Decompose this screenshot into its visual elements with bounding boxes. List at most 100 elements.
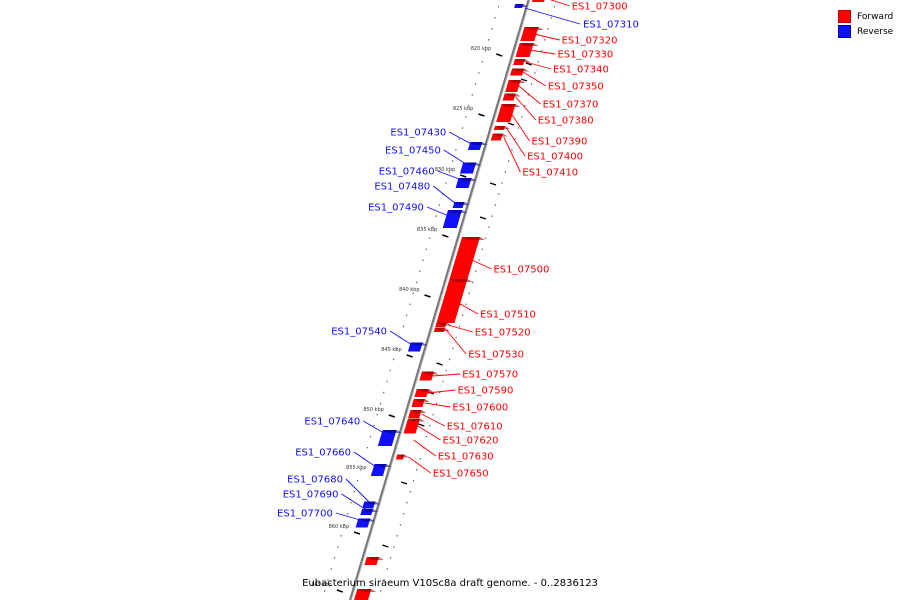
reverse-gene-label[interactable]: ES1_07690 bbox=[283, 490, 339, 501]
reverse-gene[interactable] bbox=[370, 464, 392, 476]
forward-gene[interactable] bbox=[502, 93, 521, 101]
reverse-gene-label[interactable]: ES1_07540 bbox=[331, 327, 387, 338]
forward-gene[interactable] bbox=[513, 59, 530, 65]
forward-leader bbox=[525, 61, 552, 70]
forward-gene-label[interactable]: ES1_07620 bbox=[443, 436, 499, 447]
forward-gene-label[interactable]: ES1_07570 bbox=[462, 370, 518, 381]
forward-gene[interactable] bbox=[395, 454, 410, 460]
forward-gene[interactable] bbox=[435, 322, 452, 328]
forward-leader bbox=[454, 300, 479, 315]
forward-leader bbox=[506, 127, 526, 157]
tick-label: 840 kbp bbox=[399, 287, 419, 293]
forward-gene[interactable] bbox=[414, 389, 434, 397]
forward-gene[interactable] bbox=[505, 80, 526, 92]
reverse-gene[interactable] bbox=[355, 518, 376, 528]
forward-gene-label[interactable]: ES1_07340 bbox=[553, 65, 609, 76]
forward-gene-label[interactable]: ES1_07300 bbox=[572, 2, 628, 13]
tick-label: 825 kbp bbox=[453, 106, 473, 112]
reverse-leader bbox=[437, 170, 465, 182]
minor-tick bbox=[479, 216, 487, 220]
forward-gene-label[interactable]: ES1_07590 bbox=[457, 386, 513, 397]
minor-tick bbox=[382, 544, 389, 548]
forward-gene-label[interactable]: ES1_07610 bbox=[447, 422, 503, 433]
reverse-gene[interactable] bbox=[514, 4, 529, 8]
tick-mark bbox=[388, 414, 396, 418]
reverse-gene[interactable] bbox=[360, 509, 379, 515]
minor-tick bbox=[418, 423, 425, 427]
forward-leader bbox=[447, 324, 473, 333]
forward-gene-label[interactable]: ES1_07520 bbox=[475, 328, 531, 339]
tick-label: 845 kbp bbox=[381, 347, 401, 353]
forward-gene-label[interactable]: ES1_07650 bbox=[433, 469, 489, 480]
tick-label: 830 kbp bbox=[435, 167, 455, 173]
reverse-gene-label[interactable]: ES1_07660 bbox=[295, 448, 351, 459]
forward-gene[interactable] bbox=[531, 0, 551, 2]
tick-mark bbox=[442, 234, 449, 238]
reverse-gene[interactable] bbox=[442, 210, 468, 228]
forward-gene[interactable] bbox=[419, 371, 439, 381]
forward-swatch bbox=[838, 10, 851, 23]
reverse-gene-label[interactable]: ES1_07640 bbox=[304, 417, 360, 428]
forward-gene-label[interactable]: ES1_07510 bbox=[480, 310, 536, 321]
forward-gene[interactable] bbox=[408, 410, 427, 418]
gene-labels: ES1_07300 ES1_07320 ES1_07330 ES1_07340 ES1_… bbox=[277, 2, 639, 520]
forward-gene-label[interactable]: ES1_07600 bbox=[452, 403, 508, 414]
forward-gene[interactable] bbox=[364, 557, 384, 565]
reverse-gene[interactable] bbox=[377, 430, 402, 446]
tick-label: 835 kbp bbox=[417, 227, 437, 233]
forward-gene[interactable] bbox=[515, 43, 539, 57]
forward-leader bbox=[529, 49, 556, 55]
reverse-gene[interactable] bbox=[362, 501, 381, 509]
forward-leader bbox=[534, 33, 560, 41]
forward-gene-label[interactable]: ES1_07330 bbox=[557, 50, 613, 61]
reverse-gene-label[interactable]: ES1_07450 bbox=[385, 146, 441, 157]
reverse-gene-label[interactable]: ES1_07310 bbox=[583, 20, 639, 31]
forward-gene[interactable] bbox=[403, 418, 425, 434]
forward-gene[interactable] bbox=[411, 399, 430, 407]
forward-gene-label[interactable]: ES1_07350 bbox=[548, 82, 604, 93]
genome-caption: Eubacterium siraeum V10Sc8a draft genome… bbox=[302, 578, 598, 589]
forward-leader bbox=[510, 112, 530, 142]
forward-gene-label[interactable]: ES1_07390 bbox=[532, 137, 588, 148]
reverse-leader bbox=[345, 478, 370, 503]
forward-gene-label[interactable]: ES1_07380 bbox=[538, 116, 594, 127]
tick-mark bbox=[353, 531, 361, 535]
reverse-swatch bbox=[838, 25, 851, 38]
forward-leader bbox=[427, 389, 456, 394]
forward-leader bbox=[549, 0, 570, 7]
reverse-gene-label[interactable]: ES1_07430 bbox=[390, 128, 446, 139]
forward-gene[interactable] bbox=[354, 589, 377, 600]
forward-gene[interactable] bbox=[449, 237, 485, 279]
gene-features bbox=[354, 0, 551, 600]
forward-leader bbox=[408, 456, 432, 474]
forward-gene-label[interactable]: ES1_07400 bbox=[527, 152, 583, 163]
reverse-gene-label[interactable]: ES1_07680 bbox=[287, 475, 343, 486]
forward-gene[interactable] bbox=[436, 279, 473, 323]
reverse-gene-label[interactable]: ES1_07700 bbox=[277, 509, 333, 520]
forward-leader bbox=[522, 71, 547, 87]
forward-gene[interactable] bbox=[510, 68, 530, 76]
forward-gene-label[interactable]: ES1_07370 bbox=[543, 100, 599, 111]
reverse-leader bbox=[443, 149, 470, 167]
tick-mark bbox=[478, 113, 485, 117]
reverse-gene-label[interactable]: ES1_07460 bbox=[379, 167, 435, 178]
forward-gene-label[interactable]: ES1_07630 bbox=[438, 452, 494, 463]
legend-forward: Forward bbox=[838, 9, 893, 24]
forward-gene[interactable] bbox=[496, 104, 521, 122]
legend: Forward Reverse bbox=[838, 9, 893, 39]
forward-leader bbox=[417, 425, 441, 441]
reverse-gene-label[interactable]: ES1_07480 bbox=[374, 182, 430, 193]
reverse-gene-label[interactable]: ES1_07490 bbox=[368, 203, 424, 214]
reverse-leader bbox=[363, 420, 390, 437]
forward-gene-label[interactable]: ES1_07320 bbox=[562, 36, 618, 47]
legend-reverse-label: Reverse bbox=[857, 26, 894, 37]
forward-gene-label[interactable]: ES1_07530 bbox=[468, 350, 524, 361]
forward-gene[interactable] bbox=[520, 27, 544, 41]
forward-gene[interactable] bbox=[490, 133, 508, 141]
minor-tick bbox=[400, 481, 408, 485]
forward-gene-label[interactable]: ES1_07410 bbox=[522, 168, 578, 179]
forward-gene-label[interactable]: ES1_07500 bbox=[493, 265, 549, 276]
tick-label: 865 kbp bbox=[311, 582, 331, 588]
reverse-leader bbox=[524, 7, 581, 25]
